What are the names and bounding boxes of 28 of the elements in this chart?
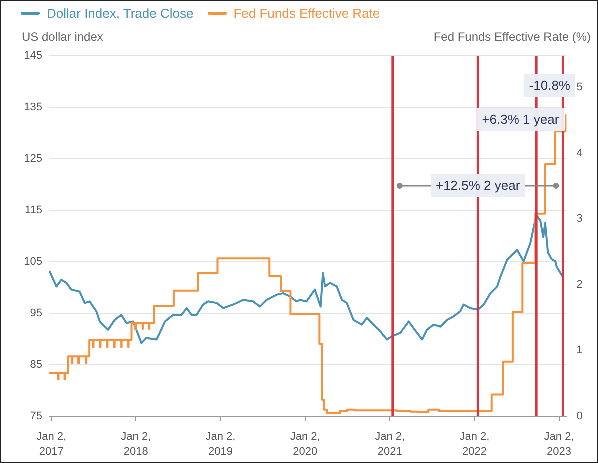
y-tick-label: 95 bbox=[30, 308, 42, 320]
y2-tick-label: 5 bbox=[576, 82, 583, 94]
y-tick-label: 125 bbox=[24, 153, 42, 166]
y-tick-label: 135 bbox=[24, 102, 42, 114]
y-tick-label: 145 bbox=[24, 50, 42, 62]
y2-tick-label: 0 bbox=[576, 410, 583, 423]
y-tick-label: 115 bbox=[24, 204, 42, 217]
x-tick-label: Jan 2, 2023 bbox=[544, 430, 574, 458]
legend-label: Dollar Index, Trade Close bbox=[47, 6, 194, 21]
y2-tick-label: 2 bbox=[576, 278, 583, 291]
y-axis-title: US dollar index bbox=[22, 30, 104, 44]
y2-tick-label: 1 bbox=[576, 344, 583, 357]
legend-label: Fed Funds Effective Rate bbox=[234, 6, 380, 21]
x-tick-label: Jan 2, 2018 bbox=[121, 430, 152, 458]
y-tick-label: 75 bbox=[30, 410, 42, 423]
y-tick-label: 85 bbox=[30, 359, 42, 372]
y2-tick-label: 4 bbox=[576, 147, 583, 160]
x-tick-label: Jan 2, 2019 bbox=[206, 430, 236, 458]
y2-tick-label: 3 bbox=[576, 213, 583, 226]
y-tick-label: 105 bbox=[24, 256, 42, 268]
annotation: -10.8% bbox=[529, 78, 571, 94]
annotation: +6.3% 1 year bbox=[482, 112, 560, 128]
x-tick-label: Jan 2, 2017 bbox=[36, 430, 67, 458]
x-tick-label: Jan 2, 2020 bbox=[290, 430, 320, 458]
y2-axis-title: Fed Funds Effective Rate (%) bbox=[434, 30, 591, 44]
x-tick-label: Jan 2, 2022 bbox=[460, 430, 490, 458]
x-tick-label: Jan 2, 2021 bbox=[375, 430, 406, 458]
annotation: +12.5% 2 year bbox=[436, 178, 521, 194]
